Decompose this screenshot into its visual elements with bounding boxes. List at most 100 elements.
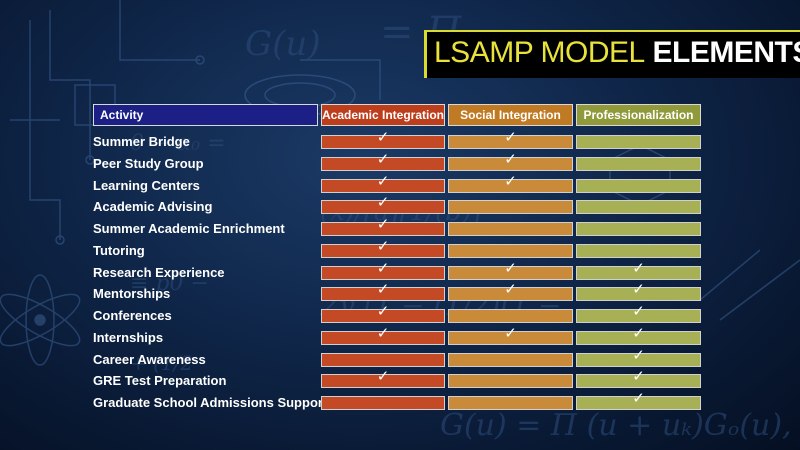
header-academic-integration: Academic Integration [321,104,445,126]
table-row: Internships ✓ ✓ ✓ [0,323,800,347]
table-row: Summer Bridge ✓ ✓ [0,128,800,151]
cell-academic: ✓ [321,258,445,280]
svg-text:G(u) = Π (u + uₖ)Gₒ(u),: G(u) = Π (u + uₖ)Gₒ(u), [440,408,792,443]
checkmark-icon: ✓ [504,258,517,277]
cell-academic [321,396,445,410]
checkmark-icon: ✓ [376,128,390,146]
row-activity-label: Internships [93,329,164,345]
table-row: Academic Advising ✓ [0,193,800,216]
cell-social: ✓ [448,128,573,149]
row-activity-label: Research Experience [93,264,225,280]
cell-professional: ✓ [576,389,701,410]
cell-social [448,352,573,367]
cell-professional [576,135,701,149]
cell-social [448,243,573,258]
cell-academic: ✓ [321,302,445,323]
table-row: Tutoring ✓ [0,236,800,260]
cell-academic: ✓ [321,193,445,215]
row-activity-label: Tutoring [93,242,145,258]
header-activity: Activity [93,104,318,126]
svg-text:≡ p0 −: ≡ p0 − [130,271,209,296]
cell-social [448,396,573,410]
title-part1: LSAMP MODEL [434,36,645,69]
checkmark-icon: ✓ [504,280,517,299]
page-title: LSAMP MODEL ELEMENTS [434,36,800,70]
table-row: Research Experience ✓ ✓ ✓ [0,258,800,282]
header-social-integration: Social Integration [448,104,573,126]
checkmark-icon: ✓ [632,280,645,299]
cell-social [448,222,573,236]
table-row: Summer Academic Enrichment ✓ [0,215,800,238]
cell-professional: ✓ [576,323,701,345]
row-activity-label: GRE Test Preparation [93,373,227,389]
table-row: Career Awareness ✓ [0,345,800,369]
cell-professional: ✓ [576,345,701,367]
title-bar [424,30,800,78]
cell-academic: ✓ [321,369,445,389]
row-activity-label: Mentorships [93,286,171,302]
checkmark-icon: ✓ [504,171,517,190]
checkmark-icon: ✓ [376,215,390,233]
checkmark-icon: ✓ [632,345,645,364]
checkmark-icon: ✓ [632,389,645,407]
row-activity-label: Career Awareness [93,351,206,367]
cell-social: ✓ [448,258,573,280]
cell-academic: ✓ [321,323,445,345]
cell-professional [576,178,701,193]
row-activity-label: Graduate School Admissions Support [93,395,328,410]
checkmark-icon: ✓ [504,149,517,168]
checkmark-icon: ✓ [376,193,390,212]
cell-academic: ✓ [321,236,445,258]
cell-professional [576,243,701,258]
cell-academic: ✓ [321,215,445,236]
cell-professional: ✓ [576,302,701,323]
cell-academic: ✓ [321,128,445,149]
checkmark-icon: ✓ [376,149,390,168]
cell-social [448,374,573,389]
table-row: Mentorships ✓ ✓ ✓ [0,280,800,303]
checkmark-icon: ✓ [504,128,517,146]
checkmark-icon: ✓ [632,258,645,277]
table-row: Graduate School Admissions Support ✓ [0,389,800,412]
svg-text:0 − α₀ =: 0 − α₀ = [130,131,226,156]
checkmark-icon: ✓ [632,323,645,342]
checkmark-icon: ✓ [632,367,645,386]
svg-text:G(u): G(u) [245,24,321,64]
checkmark-icon: ✓ [376,258,390,277]
cell-professional [576,156,701,171]
row-activity-label: Academic Advising [93,199,213,215]
row-activity-label: Summer Bridge [93,134,190,149]
cell-academic [321,352,445,367]
cell-professional [576,222,701,236]
cell-social [448,200,573,215]
row-activity-label: Peer Study Group [93,155,204,171]
checkmark-icon: ✓ [376,302,390,320]
row-activity-label: Summer Academic Enrichment [93,221,285,236]
table-row: Conferences ✓ ✓ [0,302,800,325]
checkmark-icon: ✓ [376,323,390,342]
cell-social: ✓ [448,171,573,193]
svg-text:+ (1/2: + (1/2 [130,351,193,375]
cell-academic: ✓ [321,280,445,302]
checkmark-icon: ✓ [376,280,390,299]
cell-professional: ✓ [576,258,701,280]
cell-social [448,309,573,323]
cell-social: ✓ [448,149,573,171]
row-activity-label: Conferences [93,308,172,323]
cell-academic: ✓ [321,149,445,171]
cell-social: ✓ [448,280,573,302]
title-part2: ELEMENTS [652,36,800,69]
cell-professional [576,200,701,215]
checkmark-icon: ✓ [376,236,390,255]
row-activity-label: Learning Centers [93,177,200,193]
cell-social: ✓ [448,323,573,345]
checkmark-icon: ✓ [632,302,645,320]
cell-professional: ✓ [576,367,701,389]
cell-professional: ✓ [576,280,701,302]
table-row: Peer Study Group ✓ ✓ [0,149,800,173]
cell-academic: ✓ [321,173,445,193]
table-row: GRE Test Preparation ✓ ✓ [0,367,800,390]
header-professionalization: Professionalization [576,104,701,126]
checkmark-icon: ✓ [504,323,517,342]
table-row: Learning Centers ✓ ✓ [0,171,800,195]
